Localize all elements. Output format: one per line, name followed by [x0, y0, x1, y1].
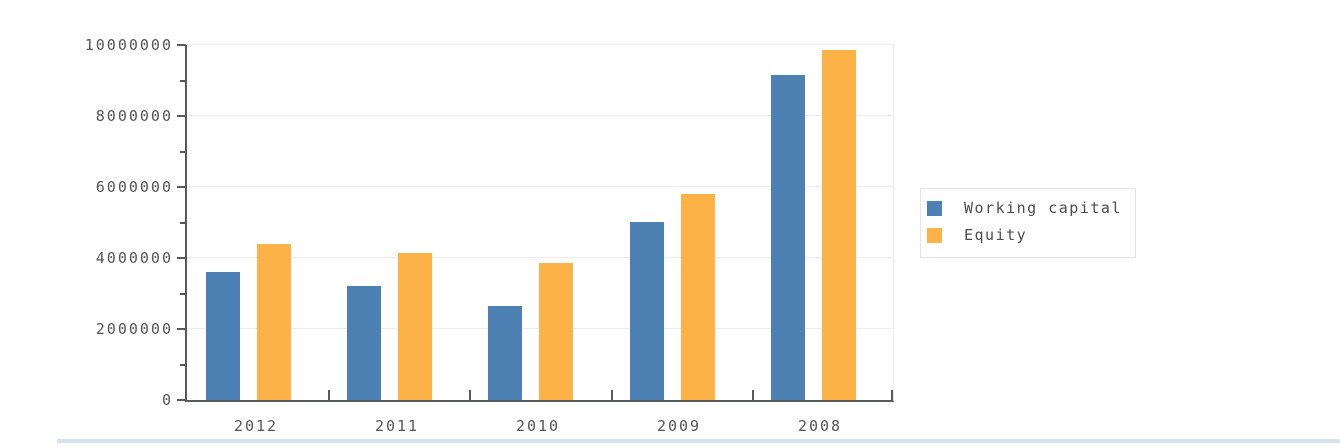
bar-equity-2010 — [539, 263, 573, 400]
y-axis-minor-tick — [180, 221, 185, 224]
y-axis-minor-tick — [180, 363, 185, 366]
bar-equity-2008 — [822, 50, 856, 400]
x-axis-category-label: 2011 — [374, 417, 420, 435]
x-axis-separator-tick — [611, 390, 613, 400]
x-axis-category-label: 2010 — [515, 417, 561, 435]
bar-equity-2011 — [398, 253, 432, 400]
y-axis-tick — [177, 186, 185, 188]
bar-working-capital-2008 — [771, 75, 805, 400]
gridline — [187, 186, 893, 187]
bar-equity-2009 — [681, 194, 715, 400]
legend-label: Equity — [964, 226, 1028, 244]
plot-area — [185, 44, 894, 402]
y-axis-tick-label: 10000000 — [84, 36, 173, 54]
legend-item-equity: Equity — [927, 226, 1135, 244]
y-axis-minor-tick — [180, 150, 185, 153]
y-axis-tick — [177, 328, 185, 330]
y-axis-tick-label: 4000000 — [95, 249, 173, 267]
bar-working-capital-2009 — [630, 222, 664, 400]
x-axis-separator-tick — [891, 390, 893, 400]
bar-working-capital-2012 — [206, 272, 240, 400]
bar-equity-2012 — [257, 244, 291, 400]
legend-swatch-icon — [927, 227, 942, 243]
y-axis-minor-tick — [180, 79, 185, 82]
y-axis-tick — [177, 399, 185, 401]
y-axis-tick-label: 0 — [161, 391, 173, 409]
x-axis-separator-tick — [469, 390, 471, 400]
gridline — [187, 257, 893, 258]
x-axis-category-label: 2009 — [656, 417, 702, 435]
y-axis-tick — [177, 44, 185, 46]
y-axis-tick-label: 6000000 — [95, 178, 173, 196]
y-axis-tick — [177, 257, 185, 259]
bar-working-capital-2010 — [488, 306, 522, 400]
legend-label: Working capital — [964, 199, 1122, 217]
gridline — [187, 115, 893, 116]
legend: Working capital Equity — [920, 188, 1136, 258]
y-axis-tick — [177, 115, 185, 117]
x-axis-separator-tick — [752, 390, 754, 400]
x-axis-separator-tick — [328, 390, 330, 400]
legend-item-working-capital: Working capital — [927, 199, 1135, 217]
y-axis-minor-tick — [180, 292, 185, 295]
y-axis-tick-label: 8000000 — [95, 107, 173, 125]
x-axis-category-label: 2008 — [797, 417, 843, 435]
x-axis-category-label: 2012 — [233, 417, 279, 435]
legend-swatch-icon — [927, 200, 942, 216]
y-axis-tick-label: 2000000 — [95, 320, 173, 338]
horizontal-scrollbar[interactable] — [57, 439, 1340, 443]
bar-working-capital-2011 — [347, 286, 381, 400]
